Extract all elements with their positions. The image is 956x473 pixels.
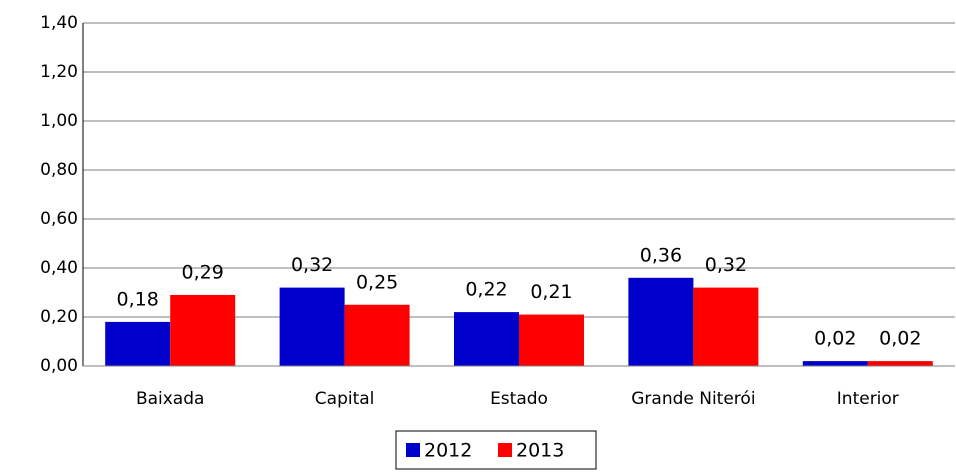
legend-label: 2013	[516, 440, 564, 462]
bar	[867, 361, 933, 366]
y-tick-label: 1,00	[40, 111, 78, 131]
data-label: 0,22	[465, 279, 507, 301]
bar	[802, 361, 868, 366]
data-label: 0,18	[117, 288, 159, 310]
y-tick-label: 0,60	[40, 209, 78, 229]
data-label: 0,36	[640, 244, 682, 266]
data-label: 0,32	[705, 254, 747, 276]
x-tick-label: Interior	[837, 389, 899, 409]
bar	[628, 277, 694, 366]
legend-label: 2012	[424, 440, 472, 462]
data-label: 0,29	[182, 261, 224, 283]
y-tick-label: 0,00	[40, 356, 78, 376]
x-tick-label: Estado	[490, 389, 548, 409]
x-tick-label: Baixada	[136, 389, 205, 409]
data-label: 0,25	[356, 271, 398, 293]
x-tick-label: Grande Niterói	[631, 389, 755, 409]
bar	[279, 287, 345, 366]
bar	[693, 287, 759, 366]
bar	[105, 321, 171, 366]
y-tick-label: 1,20	[40, 62, 78, 82]
y-tick-label: 0,40	[40, 258, 78, 278]
legend-swatch	[406, 443, 420, 457]
y-tick-label: 0,20	[40, 307, 78, 327]
y-tick-label: 1,40	[40, 13, 78, 33]
legend-box	[395, 430, 597, 470]
data-label: 0,32	[291, 254, 333, 276]
y-tick-label: 0,80	[40, 160, 78, 180]
bar	[454, 312, 519, 366]
data-label: 0,02	[814, 328, 856, 350]
data-label: 0,02	[879, 328, 921, 350]
x-tick-label: Capital	[315, 389, 375, 409]
bar	[519, 314, 584, 366]
bar	[344, 304, 410, 366]
bar	[170, 294, 236, 366]
data-label: 0,21	[530, 281, 572, 303]
legend-swatch	[498, 443, 512, 457]
